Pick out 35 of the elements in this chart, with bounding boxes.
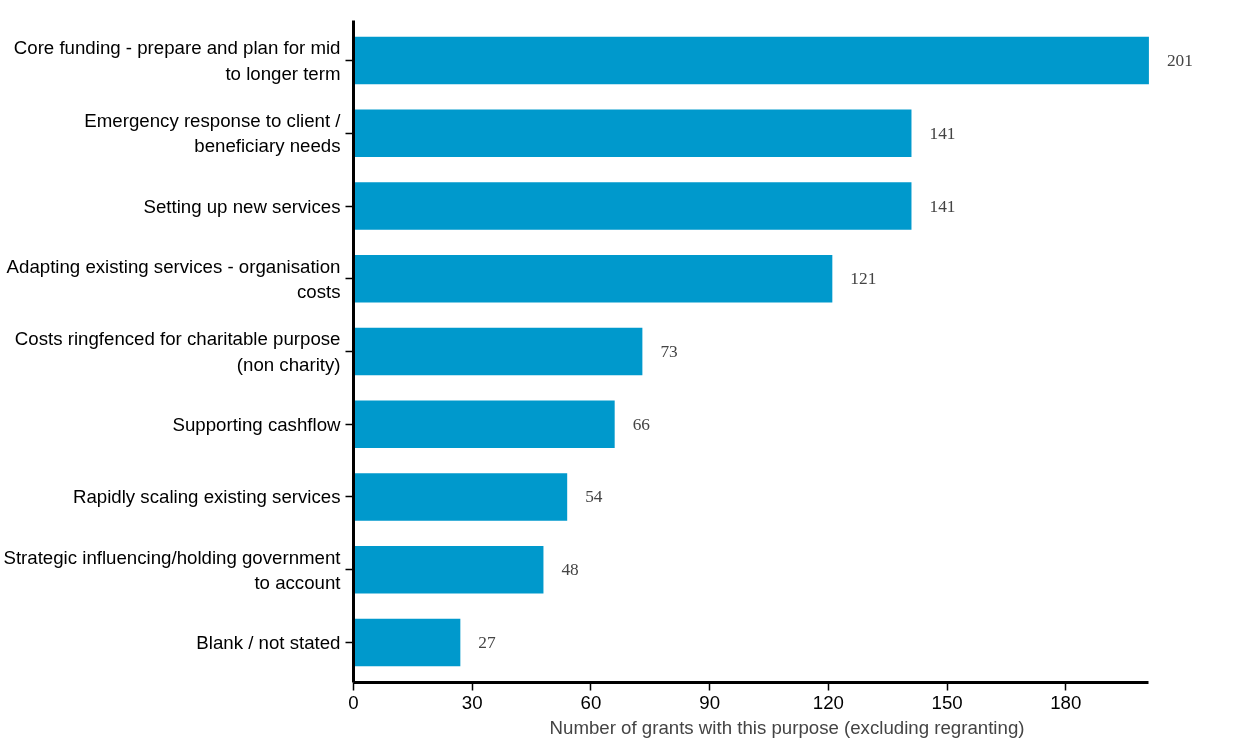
y-tick-label: Adapting existing services - organisation costs: [6, 255, 341, 302]
data-label: 54: [585, 487, 603, 507]
bar: [353, 327, 643, 376]
y-tick-label: Emergency response to client / beneficiary needs: [84, 110, 342, 157]
data-label: 201: [1166, 51, 1193, 71]
data-label: 27: [478, 632, 497, 652]
x-tick-label: 60: [580, 691, 602, 713]
x-tick-label: 120: [812, 691, 844, 713]
x-tick-label: 30: [461, 691, 483, 713]
x-tick-label: 90: [699, 691, 721, 713]
data-label: 121: [850, 269, 877, 289]
y-tick-label: Setting up new services: [143, 195, 341, 217]
x-tick-label: 150: [931, 691, 963, 713]
bar: [353, 255, 833, 303]
data-label: 141: [929, 123, 956, 143]
y-tick-label: Blank / not stated: [196, 631, 341, 653]
y-tick-label: Costs ringfenced for charitable purpose (non charity): [14, 328, 341, 375]
bar: [353, 618, 461, 667]
y-tick-label: Strategic influencing/holding government to account: [3, 546, 342, 593]
data-label: 66: [632, 414, 651, 434]
bar: [353, 473, 568, 521]
bar: [353, 546, 544, 594]
y-tick-label: Core funding - prepare and plan for mid to longer term: [13, 37, 341, 84]
y-tick-label: Rapidly scaling existing services: [72, 486, 341, 508]
x-axis-title: Number of grants with this purpose (excluding regranting): [549, 716, 1025, 738]
data-label: 73: [660, 342, 678, 361]
data-label: 48: [561, 560, 579, 580]
bar: [353, 36, 1149, 85]
bar: [353, 400, 615, 448]
bar: [353, 109, 912, 157]
x-tick-label: 0: [348, 691, 359, 713]
x-tick-label: 180: [1050, 691, 1082, 713]
bar: [353, 182, 912, 230]
data-label: 141: [929, 196, 956, 216]
y-tick-label: Supporting cashflow: [172, 413, 342, 435]
